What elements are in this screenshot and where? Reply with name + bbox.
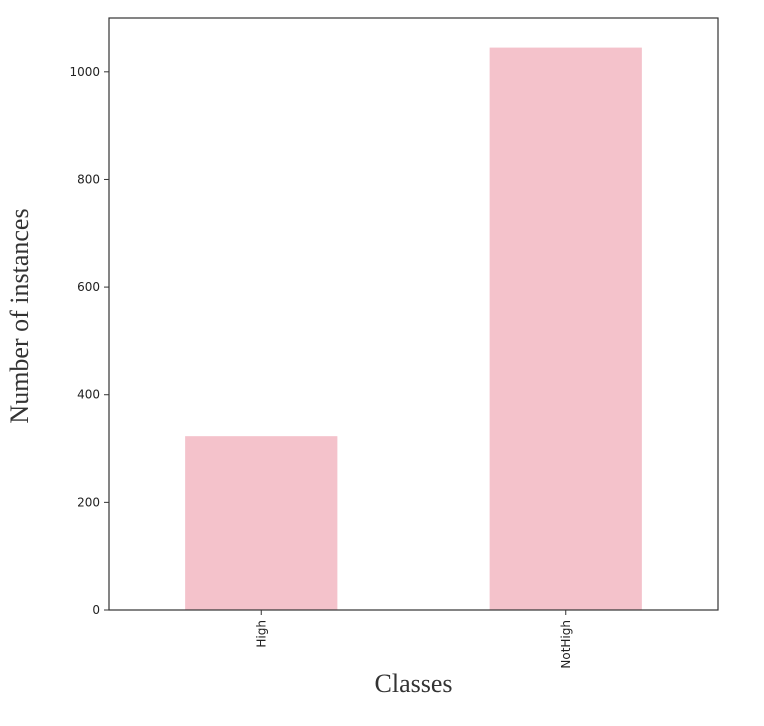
x-axis: High NotHigh: [254, 610, 573, 669]
x-tick-label-high: High: [254, 620, 268, 648]
y-tick-label: 800: [77, 172, 100, 186]
x-axis-title: Classes: [375, 669, 453, 698]
y-tick-label: 0: [92, 603, 100, 617]
y-axis-title: Number of instances: [5, 208, 34, 423]
y-tick-label: 1000: [69, 65, 100, 79]
bars-group: [185, 47, 642, 611]
bar-high: [185, 436, 338, 610]
plot-frame: [108, 17, 719, 611]
y-axis: 0 200 400 600 800 1000: [69, 65, 109, 617]
y-tick-label: 400: [77, 388, 100, 402]
bar-nothigh: [489, 47, 642, 611]
y-tick-label: 600: [77, 280, 100, 294]
x-tick-label-nothigh: NotHigh: [559, 620, 573, 669]
y-tick-label: 200: [77, 495, 100, 509]
